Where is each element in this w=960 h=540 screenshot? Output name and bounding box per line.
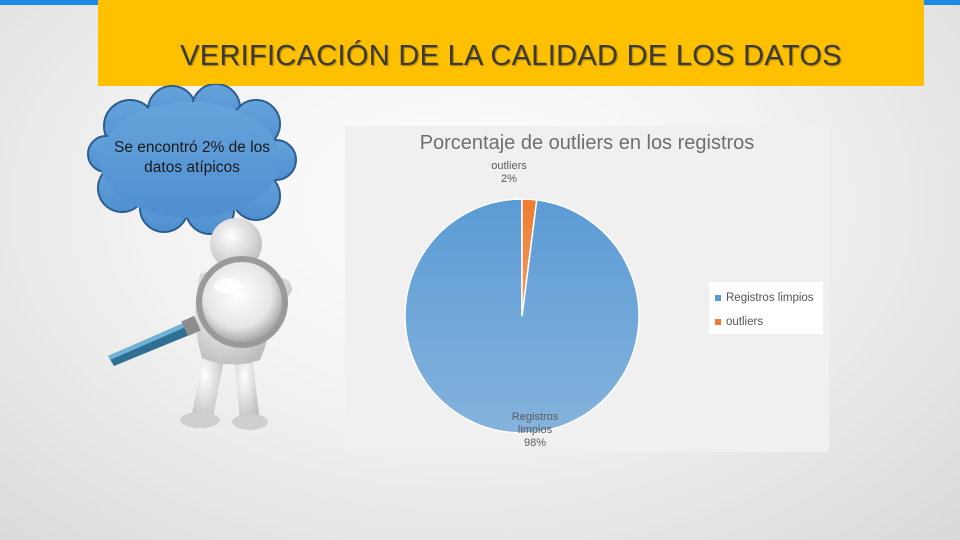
- data-label-limpios-percent: 98%: [523, 437, 547, 449]
- title-banner: VERIFICACIÓN DE LA CALIDAD DE LOS DATOS: [98, 0, 924, 86]
- legend-swatch-outliers: [715, 319, 721, 325]
- legend-swatch-registros-limpios: [715, 295, 721, 301]
- legend-item-registros-limpios: Registros limpios: [715, 292, 814, 304]
- thought-cloud-callout: Se encontró 2% de los datos atípicos: [86, 83, 298, 236]
- pie-slice-outliers: [521, 198, 538, 317]
- pie-chart-canvas: [404, 198, 640, 434]
- callout-line-1: Se encontró 2% de los: [114, 139, 270, 156]
- legend-label-registros-limpios: Registros limpios: [726, 292, 814, 304]
- data-label-outliers-percent: 2%: [501, 173, 517, 185]
- chart-title: Porcentaje de outliers en los registros: [419, 132, 755, 154]
- slide-title: VERIFICACIÓN DE LA CALIDAD DE LOS DATOS: [180, 39, 842, 72]
- cloud-shape-icon: [87, 83, 297, 235]
- top-accent-bar-right: [922, 0, 960, 5]
- legend-item-outliers: outliers: [715, 316, 763, 328]
- data-label-outliers: outliers 2%: [479, 160, 539, 186]
- chart-legend: Registros limpios outliers: [709, 282, 823, 334]
- person-with-magnifying-glass-icon: [100, 210, 330, 440]
- callout-text: Se encontró 2% de los datos atípicos: [86, 138, 298, 178]
- data-label-limpios-name-2: limpios: [517, 424, 553, 436]
- callout-line-2: datos atípicos: [144, 159, 240, 176]
- data-label-outliers-name: outliers: [491, 160, 527, 172]
- top-accent-bar-left: [0, 0, 100, 5]
- outliers-pie-chart: Porcentaje de outliers en los registros …: [345, 126, 829, 452]
- data-label-limpios-name-1: Registros: [511, 411, 559, 423]
- legend-label-outliers: outliers: [726, 316, 764, 328]
- data-label-registros-limpios: Registros limpios 98%: [495, 411, 575, 450]
